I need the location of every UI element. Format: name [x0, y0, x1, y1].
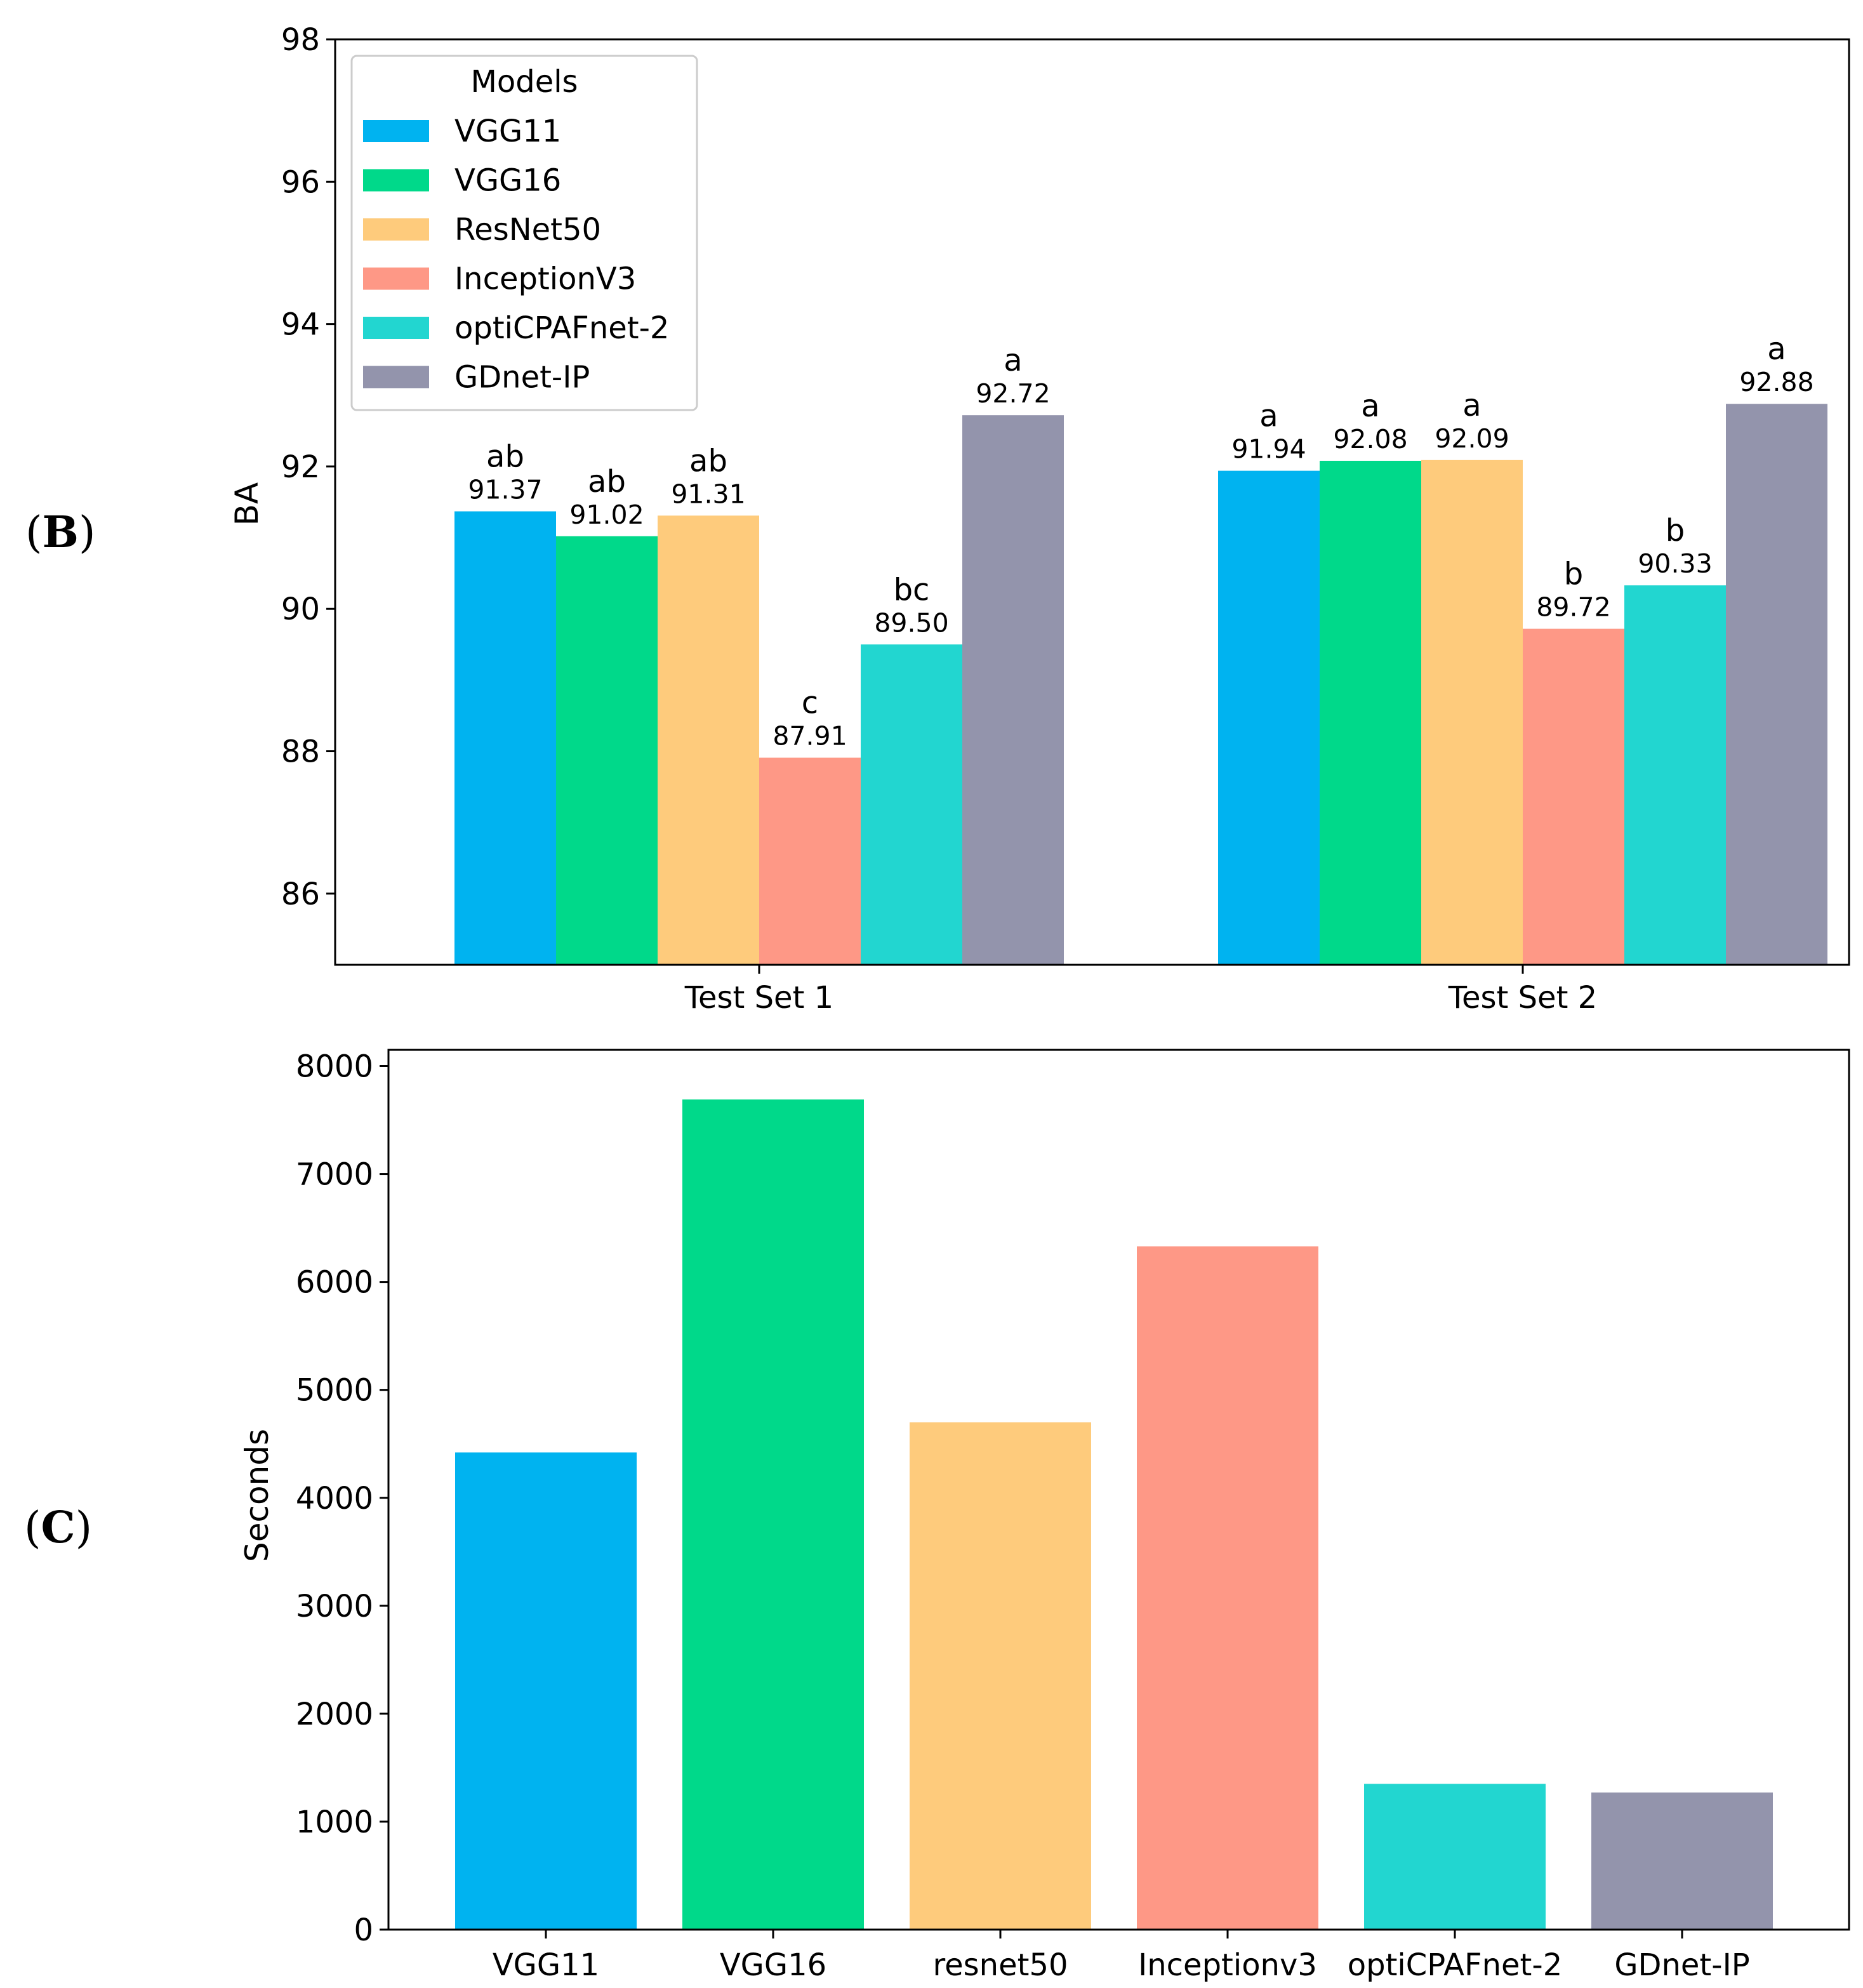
- bar-resnet50: [910, 1422, 1091, 1930]
- y-tick-label: 88: [281, 734, 320, 770]
- bar-opticpafnet-2: [1364, 1784, 1546, 1930]
- x-tick-label-resnet50: resnet50: [932, 1947, 1068, 1983]
- legend-box: [350, 55, 698, 411]
- data-label-inceptionv3-test-set-2: 89.72: [1536, 592, 1610, 623]
- bar-vgg16-test-set-2: [1320, 460, 1421, 965]
- significance-letter-vgg16-test-set-2: a: [1361, 388, 1379, 424]
- x-tick-label: Test Set 2: [1448, 980, 1597, 1016]
- significance-letter-vgg11-test-set-2: a: [1259, 399, 1278, 434]
- x-tick-label-inceptionv3: Inceptionv3: [1138, 1947, 1317, 1983]
- bar-gdnet-ip-test-set-1: [962, 415, 1064, 965]
- y-tick-label: 0: [354, 1912, 373, 1948]
- bar-resnet50-test-set-1: [658, 515, 759, 965]
- data-label-gdnet-ip-test-set-1: 92.72: [976, 378, 1050, 409]
- data-label-vgg11-test-set-2: 91.94: [1231, 434, 1306, 465]
- legend-title: Models: [470, 64, 578, 100]
- data-label-opticpafnet-2-test-set-1: 89.50: [874, 607, 948, 638]
- y-tick-label: 86: [281, 877, 320, 912]
- legend-label-inceptionv3: InceptionV3: [454, 262, 636, 297]
- y-tick-label: 98: [281, 22, 320, 58]
- legend-label-resnet50: ResNet50: [454, 212, 601, 248]
- y-tick-label: 6000: [296, 1265, 373, 1301]
- bar-inceptionv3-test-set-2: [1523, 628, 1624, 965]
- y-tick-label: 2000: [296, 1697, 373, 1732]
- significance-letter-vgg16-test-set-1: ab: [588, 464, 626, 500]
- significance-letter-opticpafnet-2-test-set-2: b: [1666, 513, 1685, 548]
- legend-swatch-resnet50: [363, 218, 429, 241]
- y-tick-label: 92: [281, 449, 320, 485]
- x-tick-label-gdnet-ip: GDnet-IP: [1614, 1947, 1749, 1983]
- chart-seconds-x-axis: VGG11 VGG16 resnet50 Inceptionv3 optiCPAFnet…: [493, 1930, 1750, 1983]
- x-tick-label-vgg11: VGG11: [493, 1947, 599, 1983]
- legend-label-vgg16: VGG16: [454, 163, 561, 199]
- data-label-vgg16-test-set-2: 92.08: [1333, 424, 1407, 454]
- bar-inceptionv3: [1137, 1246, 1318, 1930]
- data-label-vgg11-test-set-1: 91.37: [468, 475, 542, 505]
- y-tick-label: 94: [281, 307, 320, 343]
- data-label-vgg16-test-set-1: 91.02: [569, 500, 644, 530]
- bar-vgg11-test-set-2: [1218, 470, 1320, 965]
- chart-ba-bars: [454, 404, 1827, 965]
- significance-letter-resnet50-test-set-2: a: [1462, 388, 1481, 423]
- bar-vgg11-test-set-1: [454, 511, 556, 965]
- y-tick-label: 8000: [296, 1049, 373, 1085]
- chart-seconds-bars: [455, 1099, 1773, 1930]
- bar-resnet50-test-set-2: [1421, 460, 1523, 965]
- chart-ba-y-axis: 86 88 90 92 94 96 98: [281, 22, 335, 912]
- y-tick-label: 1000: [296, 1805, 373, 1840]
- data-label-opticpafnet-2-test-set-2: 90.33: [1638, 548, 1712, 579]
- legend-swatch-vgg16: [363, 169, 429, 192]
- legend-swatch-inceptionv3: [363, 267, 429, 290]
- legend-swatch-opticpafnet-2: [363, 317, 429, 339]
- x-tick-label-vgg16: VGG16: [720, 1947, 826, 1983]
- y-tick-label: 3000: [296, 1589, 373, 1624]
- bar-vgg16: [682, 1099, 864, 1930]
- legend-label-vgg11: VGG11: [454, 114, 561, 149]
- bar-opticpafnet-2-test-set-2: [1624, 585, 1726, 965]
- legend-swatch-vgg11: [363, 120, 429, 142]
- chart-seconds-y-axis-title: Seconds: [239, 1429, 275, 1562]
- bar-vgg11: [455, 1452, 637, 1930]
- bar-inceptionv3-test-set-1: [759, 757, 861, 965]
- bar-gdnet-ip: [1591, 1793, 1773, 1930]
- chart-ba-y-axis-title: BA: [229, 482, 265, 526]
- significance-letter-inceptionv3-test-set-1: c: [802, 686, 818, 721]
- chart-seconds-plot-frame: [387, 1049, 1850, 1931]
- data-label-inceptionv3-test-set-1: 87.91: [772, 721, 847, 752]
- chart-ba-x-axis: Test Set 1 Test Set 2: [684, 965, 1597, 1016]
- significance-letter-gdnet-ip-test-set-2: a: [1767, 331, 1786, 367]
- y-tick-label: 5000: [296, 1373, 373, 1408]
- significance-letter-vgg11-test-set-1: ab: [486, 439, 524, 475]
- chart-ba-plot-frame: [334, 38, 1850, 966]
- y-tick-label: 96: [281, 164, 320, 200]
- bar-vgg16-test-set-1: [556, 536, 658, 965]
- chart-seconds-y-axis: 0 1000 2000 3000 4000 5000 6000 7000 8000: [296, 1049, 388, 1948]
- significance-letter-inceptionv3-test-set-2: b: [1564, 557, 1583, 592]
- y-tick-label: 7000: [296, 1157, 373, 1193]
- x-tick-label: Test Set 1: [684, 980, 833, 1016]
- bar-opticpafnet-2-test-set-1: [861, 644, 962, 965]
- panel-label-b: (B): [25, 507, 96, 558]
- significance-letter-resnet50-test-set-1: ab: [689, 443, 727, 479]
- y-tick-label: 4000: [296, 1481, 373, 1516]
- y-tick-label: 90: [281, 592, 320, 627]
- chart-ba-legend: Models VGG11 VGG16 ResNet50 InceptionV3 opti…: [350, 55, 698, 411]
- significance-letter-opticpafnet-2-test-set-1: bc: [894, 572, 930, 607]
- bar-gdnet-ip-test-set-2: [1726, 404, 1827, 965]
- data-label-resnet50-test-set-1: 91.31: [671, 479, 745, 509]
- x-tick-label-opticpafnet-2: optiCPAFnet-2: [1348, 1947, 1562, 1983]
- legend-label-gdnet-ip: GDnet-IP: [454, 360, 590, 395]
- panel-label-c: (C): [24, 1502, 92, 1553]
- legend-label-opticpafnet-2: optiCPAFnet-2: [454, 310, 669, 346]
- data-label-gdnet-ip-test-set-2: 92.88: [1739, 367, 1813, 397]
- data-label-resnet50-test-set-2: 92.09: [1435, 423, 1509, 454]
- legend-swatch-gdnet-ip: [363, 366, 429, 388]
- significance-letter-gdnet-ip-test-set-1: a: [1004, 343, 1022, 378]
- legend-items: VGG11 VGG16 ResNet50 InceptionV3 optiCPAFnet…: [363, 114, 669, 395]
